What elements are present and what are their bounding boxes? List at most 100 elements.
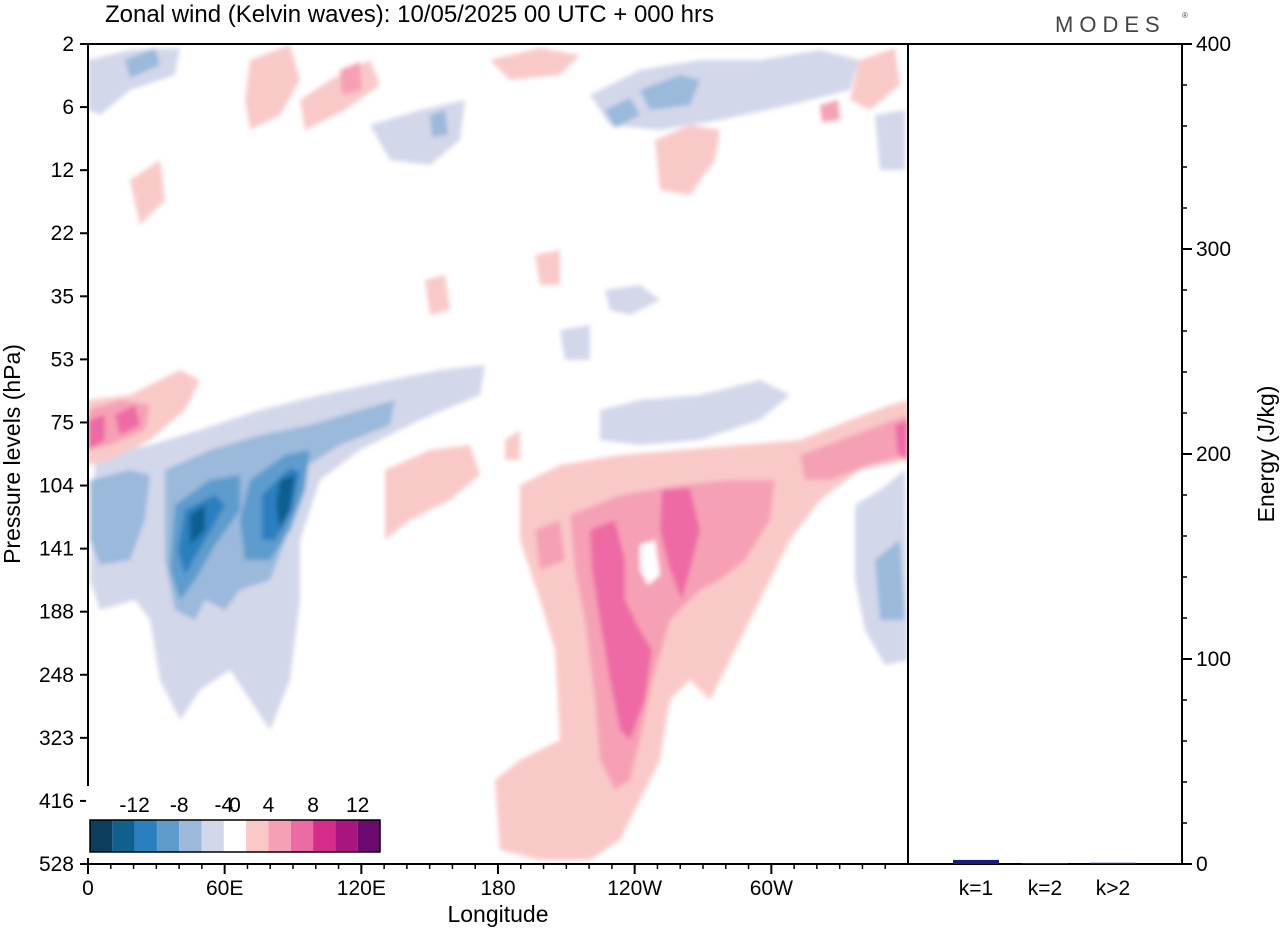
contour-pos-light-10 xyxy=(425,275,450,315)
energy-bar xyxy=(1090,862,1136,864)
x-axis: 0 60E 120E 180 120W 60W xyxy=(82,864,886,900)
modes-logo: MODES xyxy=(1055,12,1166,37)
contour-pos-mid-5 xyxy=(340,62,362,95)
x-tick-label: 120E xyxy=(337,877,386,900)
registered-mark: ® xyxy=(1182,11,1188,20)
contour-pos-dark-3 xyxy=(88,415,105,450)
energy-tick-label: 300 xyxy=(1196,238,1231,261)
colorbar-cell xyxy=(156,820,180,852)
colorbar-label: -12 xyxy=(119,794,149,817)
contour-pos-mid-6 xyxy=(820,100,840,122)
contour-pos-light-4 xyxy=(245,45,300,130)
y-tick-label: 188 xyxy=(39,601,74,624)
energy-panel-frame xyxy=(907,43,1183,865)
colorbar-label: 0 xyxy=(229,794,241,817)
x-tick-label: 120W xyxy=(607,877,662,900)
contour-neg-mid-2 xyxy=(90,470,150,565)
colorbar-cell xyxy=(112,820,135,852)
energy-bar xyxy=(1022,863,1068,864)
colorbar-cell xyxy=(201,820,224,852)
contour-pos-mid-4 xyxy=(535,520,565,570)
contour-pos-mid-2 xyxy=(800,415,908,480)
contour-neg-dark-6 xyxy=(190,505,205,545)
contour-neg-light-5 xyxy=(370,100,465,165)
y-tick-label: 2 xyxy=(62,33,74,56)
y-axis: 2 6 12 22 35 53 75 104 141 188 248 323 416 528 xyxy=(39,33,88,876)
contour-pos-light-11 xyxy=(535,250,560,285)
contour-neg-light-8 xyxy=(560,325,590,360)
colorbar-cell xyxy=(134,820,157,852)
y-tick-label: 528 xyxy=(39,853,74,876)
contour-pos-dark-5 xyxy=(895,420,908,460)
contour-pos-light-5 xyxy=(300,60,380,130)
colorbar-border xyxy=(89,819,381,853)
y-tick-label: 35 xyxy=(51,285,74,308)
x-tick-label: 180 xyxy=(480,877,515,900)
colorbar: -12 -8 -40 4 8 12 xyxy=(86,786,386,858)
energy-axis: 0 100 200 300 400 xyxy=(1182,33,1231,876)
energy-tick-label: 0 xyxy=(1196,853,1208,876)
energy-category-label: k=1 xyxy=(959,877,993,900)
energy-tick-label: 100 xyxy=(1196,648,1231,671)
colorbar-cell xyxy=(268,820,291,852)
contour-pos-light-12 xyxy=(505,430,520,460)
colorbar-label: -4 xyxy=(215,794,234,817)
energy-axis-label: Energy (J/kg) xyxy=(1253,386,1279,523)
energy-tick-label: 400 xyxy=(1196,33,1231,56)
x-tick-label: 60E xyxy=(206,877,243,900)
contour-neg-light-2 xyxy=(600,380,790,445)
contour-neg-dark-5 xyxy=(276,475,295,530)
y-tick-label: 248 xyxy=(39,664,74,687)
contour-pos-light-6 xyxy=(655,125,720,195)
colorbar-cell xyxy=(223,820,247,852)
y-tick-label: 6 xyxy=(62,96,74,119)
contour-neg-light-9 xyxy=(605,285,660,315)
energy-tick-label: 200 xyxy=(1196,443,1231,466)
colorbar-cell xyxy=(335,820,358,852)
x-axis-label: Longitude xyxy=(447,901,548,927)
contour-neg-mid-7 xyxy=(430,110,448,137)
colorbar-cell xyxy=(357,820,380,852)
colorbar-label: 4 xyxy=(263,794,275,817)
energy-category-label: k>2 xyxy=(1096,877,1130,900)
colorbar-label: 12 xyxy=(346,794,369,817)
contour-neg-dark-3 xyxy=(178,495,225,575)
colorbar-cell xyxy=(290,820,314,852)
contour-pos-light-9 xyxy=(130,160,165,225)
contour-field xyxy=(88,45,908,860)
energy-bar xyxy=(953,859,999,864)
y-tick-label: 416 xyxy=(39,790,74,813)
colorbar-label: -8 xyxy=(170,794,189,817)
contour-neg-mid-6 xyxy=(125,48,160,78)
contour-neg-mid-5 xyxy=(605,98,640,128)
colorbar-cell xyxy=(246,820,269,852)
colorbar-label: 8 xyxy=(307,794,319,817)
colorbar-cell xyxy=(179,820,202,852)
contour-pos-light-3 xyxy=(385,445,480,540)
energy-category-label: k=2 xyxy=(1028,877,1062,900)
y-tick-label: 75 xyxy=(51,411,74,434)
contour-neg-mid-3 xyxy=(875,540,905,620)
colorbar-cell xyxy=(313,820,336,852)
contour-neg-light-1 xyxy=(90,365,485,730)
contour-pos-light-8 xyxy=(850,48,900,110)
y-axis-label: Pressure levels (hPa) xyxy=(0,344,25,564)
contour-pos-dark-2 xyxy=(660,488,700,600)
contour-zero-hole xyxy=(640,540,660,585)
y-tick-label: 53 xyxy=(51,348,74,371)
y-tick-label: 104 xyxy=(39,475,74,498)
contour-pos-dark-1 xyxy=(590,520,652,740)
contour-neg-light-4 xyxy=(590,50,860,130)
contour-neg-light-7 xyxy=(875,110,905,170)
chart-title: Zonal wind (Kelvin waves): 10/05/2025 00… xyxy=(105,1,714,28)
x-tick-label: 0 xyxy=(82,877,94,900)
contour-pos-dark-4 xyxy=(115,405,140,435)
y-tick-label: 12 xyxy=(51,159,74,182)
y-tick-label: 141 xyxy=(39,538,74,561)
y-tick-label: 22 xyxy=(51,222,74,245)
colorbar-cell xyxy=(90,820,113,852)
contour-pos-light-7 xyxy=(490,48,580,80)
energy-bars: k=1 k=2 k>2 xyxy=(953,859,1136,900)
contour-neg-mid-4 xyxy=(640,75,700,110)
